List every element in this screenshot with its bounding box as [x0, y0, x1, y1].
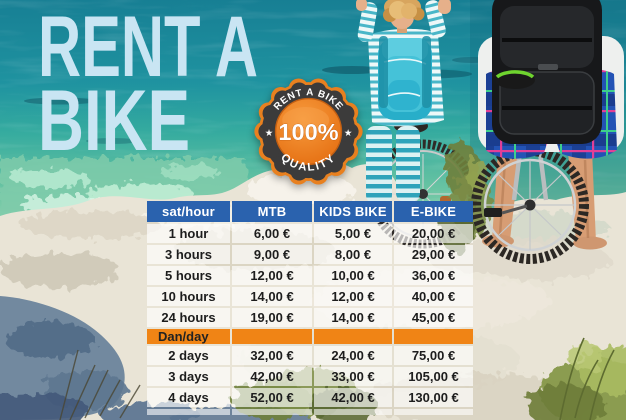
column-header-kids-bike: KIDS BIKE	[314, 201, 392, 222]
table-row: 1 hour 6,00 € 5,00 € 20,00 €	[147, 224, 473, 243]
price-cell: 33,00 €	[314, 367, 392, 386]
shrub-bottom-right	[526, 337, 626, 420]
price-cell: 12,00 €	[314, 287, 392, 306]
badge-center-text: 100%	[278, 119, 338, 145]
table-row-clipped	[147, 409, 473, 415]
duration-cell: 3 hours	[147, 245, 230, 264]
table-row: 4 days 52,00 € 42,00 € 130,00 €	[147, 388, 473, 407]
price-cell: 42,00 €	[232, 367, 312, 386]
price-cell: 5,00 €	[314, 224, 392, 243]
table-row: 3 hours 9,00 € 8,00 € 29,00 €	[147, 245, 473, 264]
price-cell: 14,00 €	[232, 287, 312, 306]
price-cell: 52,00 €	[232, 388, 312, 407]
price-cell: 130,00 €	[394, 388, 473, 407]
column-header-e-bike: E-BIKE	[394, 201, 473, 222]
section-cell	[394, 329, 473, 344]
price-cell: 10,00 €	[314, 266, 392, 285]
table-row: 2 days 32,00 € 24,00 € 75,00 €	[147, 346, 473, 365]
section-cell	[232, 329, 312, 344]
table-row: 5 hours 12,00 € 10,00 € 36,00 €	[147, 266, 473, 285]
badge-star-right-icon: ★	[344, 127, 352, 138]
child-right-leg	[396, 126, 420, 202]
price-table: sat/hour MTB KIDS BIKE E-BIKE 1 hour 6,0…	[145, 199, 475, 417]
table-row: 10 hours 14,00 € 12,00 € 40,00 €	[147, 287, 473, 306]
duration-cell: 24 hours	[147, 308, 230, 327]
quality-badge: RENT A BIKE QUALITY 100% ★ ★	[252, 75, 365, 188]
adult-bike-saddle	[495, 71, 535, 89]
child-hair	[383, 0, 425, 22]
duration-cell: 4 days	[147, 388, 230, 407]
price-cell: 8,00 €	[314, 245, 392, 264]
poster-title: RENT A BIKE	[38, 0, 258, 169]
price-cell: 29,00 €	[394, 245, 473, 264]
price-cell: 105,00 €	[394, 367, 473, 386]
price-cell: 45,00 €	[394, 308, 473, 327]
price-cell: 14,00 €	[314, 308, 392, 327]
duration-cell: 10 hours	[147, 287, 230, 306]
table-row: 3 days 42,00 € 33,00 € 105,00 €	[147, 367, 473, 386]
badge-highlight	[282, 107, 330, 134]
price-cell: 20,00 €	[394, 224, 473, 243]
adult-figure	[471, 0, 624, 264]
price-cell: 24,00 €	[314, 346, 392, 365]
column-header-sat-hour: sat/hour	[147, 201, 230, 222]
badge-star-left-icon: ★	[265, 127, 273, 138]
dry-twigs	[59, 349, 141, 420]
shadow-rocks	[0, 296, 310, 420]
badge-inner-circle	[274, 97, 343, 166]
poster-title-line2: BIKE	[38, 73, 190, 169]
duration-cell: 1 hour	[147, 224, 230, 243]
section-cell	[314, 329, 392, 344]
section-label: Dan/day	[147, 329, 230, 344]
price-cell: 36,00 €	[394, 266, 473, 285]
price-cell: 40,00 €	[394, 287, 473, 306]
price-cell: 19,00 €	[232, 308, 312, 327]
price-cell: 75,00 €	[394, 346, 473, 365]
section-row-day: Dan/day	[147, 329, 473, 344]
duration-cell: 5 hours	[147, 266, 230, 285]
price-cell: 9,00 €	[232, 245, 312, 264]
duration-cell: 3 days	[147, 367, 230, 386]
table-row: 24 hours 19,00 € 14,00 € 45,00 €	[147, 308, 473, 327]
price-table-header: sat/hour MTB KIDS BIKE E-BIKE	[147, 201, 473, 222]
child-figure	[356, 0, 451, 204]
price-cell: 6,00 €	[232, 224, 312, 243]
adult-right-leg	[568, 150, 596, 242]
price-cell: 32,00 €	[232, 346, 312, 365]
price-cell: 42,00 €	[314, 388, 392, 407]
price-cell: 12,00 €	[232, 266, 312, 285]
child-left-leg	[366, 126, 392, 204]
duration-cell: 2 days	[147, 346, 230, 365]
child-backpack	[378, 36, 432, 120]
child-left-arm	[357, 2, 378, 42]
poster-title-line1: RENT A	[38, 0, 258, 95]
column-header-mtb: MTB	[232, 201, 312, 222]
